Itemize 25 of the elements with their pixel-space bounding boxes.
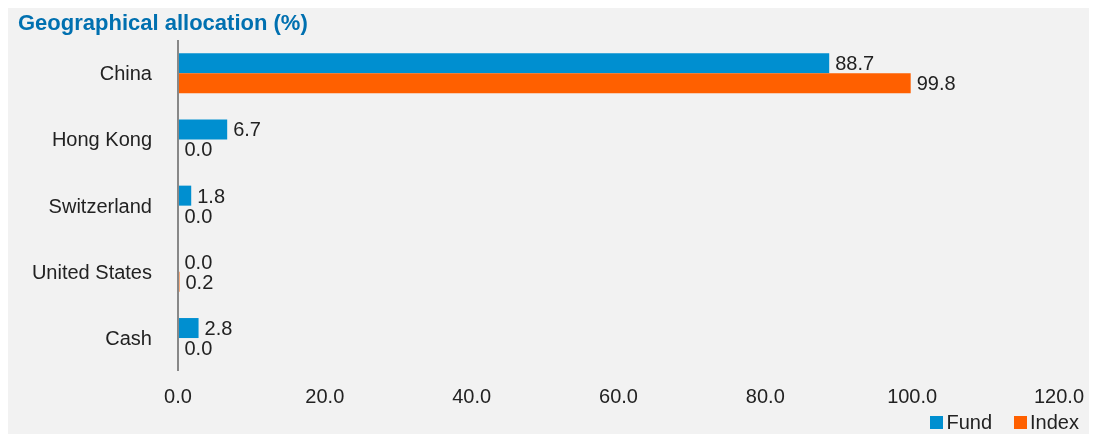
data-label: 99.8 bbox=[916, 72, 956, 95]
data-label: 0.0 bbox=[184, 204, 213, 227]
chart-title: Geographical allocation (%) bbox=[17, 9, 309, 36]
legend-label: Fund bbox=[945, 411, 993, 434]
x-tick-label: 100.0 bbox=[887, 385, 938, 408]
data-label: 2.8 bbox=[204, 317, 233, 340]
y-tick-label: Hong Kong bbox=[51, 128, 152, 151]
y-tick-label: Switzerland bbox=[48, 194, 152, 217]
x-tick-label: 40.0 bbox=[452, 385, 492, 408]
y-tick-label: United States bbox=[31, 260, 152, 283]
y-tick-label: China bbox=[99, 62, 153, 85]
data-label: 6.7 bbox=[233, 118, 261, 141]
y-tick-label: Cash bbox=[105, 327, 152, 349]
data-label: 0.2 bbox=[185, 270, 214, 293]
data-label: 0.0 bbox=[184, 250, 213, 273]
x-tick-label: 80.0 bbox=[745, 385, 785, 408]
x-tick-label: 120.0 bbox=[1033, 385, 1085, 408]
data-label: 0.0 bbox=[184, 337, 213, 360]
legend-label: Index bbox=[1029, 411, 1079, 434]
data-label: 0.0 bbox=[184, 138, 213, 161]
data-label: 1.8 bbox=[197, 184, 226, 207]
x-tick-label: 0.0 bbox=[164, 385, 192, 408]
x-tick-label: 60.0 bbox=[599, 385, 638, 408]
data-label: 88.7 bbox=[835, 52, 875, 75]
x-tick-label: 20.0 bbox=[305, 385, 345, 408]
